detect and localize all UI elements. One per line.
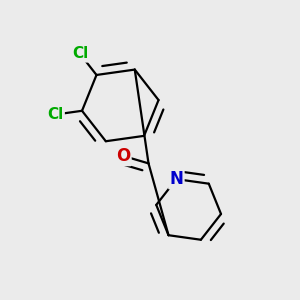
Text: O: O [116,147,130,165]
Text: Cl: Cl [47,107,64,122]
Text: N: N [169,170,183,188]
Text: Cl: Cl [72,46,88,62]
